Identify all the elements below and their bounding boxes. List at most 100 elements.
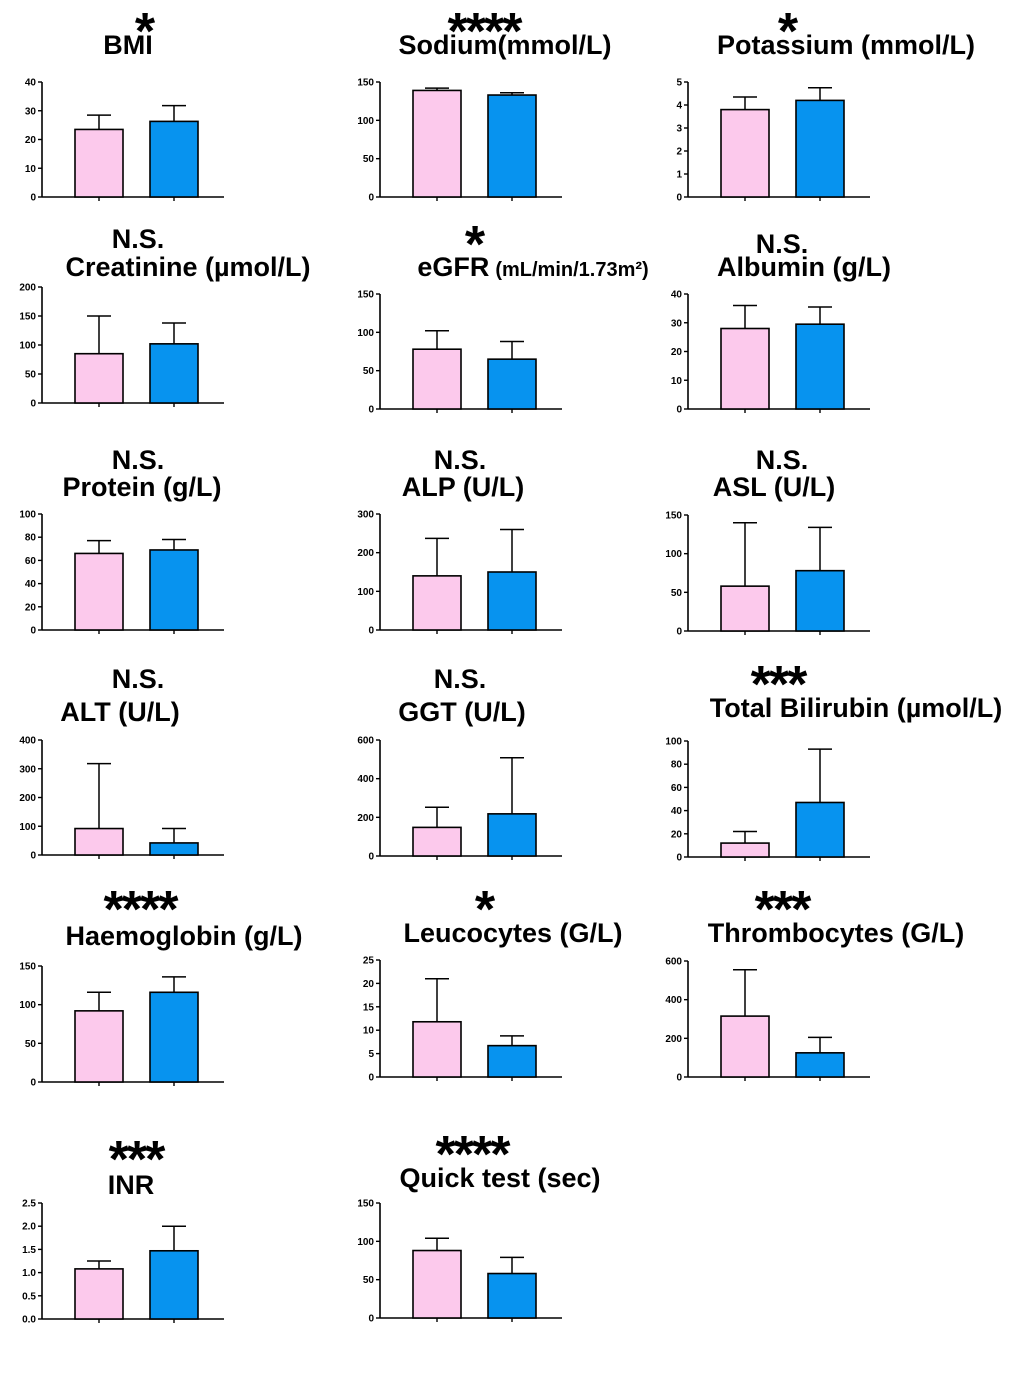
y-tick-label: 0 — [30, 1078, 36, 1089]
y-tick-label: 2.5 — [22, 1199, 36, 1210]
chart-panel: N.S. Creatinine (µmol/L) 0 50 100 150 200 — [0, 223, 340, 443]
significance-label: * — [134, 3, 155, 61]
y-tick-label: 200 — [357, 548, 374, 559]
y-tick-label: 300 — [19, 764, 36, 775]
chart-panel: N.S. GGT (U/L) 0 200 400 600 — [340, 663, 680, 883]
chart-title: Albumin (g/L) — [634, 252, 974, 282]
chart-title-unit: (mL/min/1.73m²) — [495, 259, 649, 281]
y-tick-label: 200 — [19, 283, 36, 294]
y-tick-label: 50 — [363, 154, 375, 165]
y-tick-label: 100 — [357, 116, 374, 127]
y-tick-label: 600 — [357, 736, 374, 747]
bar-chart-svg: 0 200 400 600 — [665, 957, 870, 1084]
bar-group-a — [412, 89, 462, 198]
significance-label: N.S. — [111, 224, 165, 254]
bar-chart-svg: 0.0 0.5 1.0 1.5 2.0 2.5 — [22, 1199, 224, 1326]
bar-chart-svg: 0 1 2 3 4 5 — [676, 78, 870, 204]
bar-group-b — [149, 842, 199, 856]
chart-title-text: Creatinine (µmol/L) — [65, 252, 311, 282]
bar-group-a — [720, 1015, 770, 1078]
y-tick-label: 0 — [676, 405, 682, 416]
y-tick-label: 100 — [357, 1237, 374, 1248]
chart-title-text: eGFR — [417, 252, 490, 282]
y-tick-label: 100 — [357, 587, 374, 598]
y-tick-label: 50 — [25, 1039, 37, 1050]
bar-chart-svg: 0 20 40 60 80 100 — [19, 510, 224, 637]
y-tick-label: 0 — [368, 852, 374, 863]
bar-chart-svg: 0 50 100 150 — [665, 511, 870, 638]
chart-title-text: Sodium(mmol/L) — [398, 30, 612, 60]
y-tick-label: 50 — [363, 366, 375, 377]
y-tick-label: 60 — [25, 556, 37, 567]
chart-title: Protein (g/L) — [0, 472, 312, 502]
chart-panel: * eGFR (mL/min/1.73m²) 0 50 100 150 — [340, 216, 680, 443]
y-tick-label: 20 — [25, 602, 37, 613]
y-tick-label: 5 — [676, 78, 682, 89]
significance-label: *** — [750, 656, 808, 714]
chart-title: Total Bilirubin (µmol/L) — [686, 693, 1026, 723]
y-tick-label: 150 — [357, 78, 374, 89]
chart-title-text: GGT (U/L) — [398, 697, 526, 727]
chart-title-text: Protein (g/L) — [62, 472, 222, 502]
y-tick-label: 400 — [357, 774, 374, 785]
significance-label: N.S. — [433, 664, 487, 694]
bar-chart-svg: 0 50 100 150 200 — [19, 283, 224, 410]
chart-title-text: Haemoglobin (g/L) — [65, 921, 303, 951]
y-tick-label: 1 — [676, 170, 682, 181]
y-tick-label: 1.5 — [22, 1245, 36, 1256]
y-tick-label: 0 — [30, 399, 36, 410]
y-tick-label: 20 — [25, 135, 37, 146]
bar-chart-svg: 0 5 10 15 20 25 — [363, 956, 562, 1084]
y-tick-label: 30 — [671, 318, 683, 329]
bar-group-b — [149, 343, 199, 404]
bar-group-a — [74, 352, 124, 404]
y-tick-label: 100 — [19, 341, 36, 352]
y-tick-label: 0.0 — [22, 1315, 36, 1326]
chart-title: ALP (U/L) — [293, 472, 633, 502]
y-tick-label: 10 — [671, 376, 683, 387]
chart-panel: * BMI 0 10 20 30 40 — [0, 3, 340, 230]
chart-panel: *** Thrombocytes (G/L) 0 200 400 600 — [665, 881, 1020, 1108]
chart-title-text: ALP (U/L) — [401, 472, 525, 502]
chart-panel: **** Haemoglobin (g/L) 0 50 100 150 — [0, 884, 340, 1108]
y-tick-label: 0 — [676, 627, 682, 638]
y-tick-label: 100 — [357, 328, 374, 339]
y-tick-label: 60 — [671, 783, 683, 794]
y-tick-label: 300 — [357, 510, 374, 521]
y-tick-label: 4 — [676, 101, 682, 112]
bar-group-a — [74, 1268, 124, 1320]
chart-title-text: Total Bilirubin (µmol/L) — [709, 693, 1003, 723]
y-tick-label: 150 — [19, 962, 36, 973]
bar-chart-svg: 0 50 100 150 — [357, 78, 562, 204]
y-tick-label: 0 — [30, 851, 36, 862]
y-tick-label: 20 — [671, 347, 683, 358]
chart-title-text: Thrombocytes (G/L) — [707, 918, 965, 948]
significance-label: N.S. — [433, 445, 487, 475]
significance-label: N.S. — [755, 445, 809, 475]
y-tick-label: 600 — [665, 957, 682, 968]
y-tick-label: 400 — [19, 736, 36, 747]
bar-group-b — [149, 549, 199, 631]
significance-label: *** — [754, 881, 812, 939]
y-tick-label: 0 — [368, 626, 374, 637]
bar-chart-svg: 0 200 400 600 — [357, 736, 562, 863]
significance-label: * — [777, 3, 798, 61]
chart-title-text: Leucocytes (G/L) — [403, 918, 623, 948]
y-tick-label: 40 — [671, 290, 683, 301]
y-tick-label: 0 — [368, 1314, 374, 1325]
y-tick-label: 0 — [368, 193, 374, 204]
y-tick-label: 100 — [665, 737, 682, 748]
y-tick-label: 400 — [665, 995, 682, 1006]
chart-title-text: ASL (U/L) — [712, 472, 836, 502]
y-tick-label: 50 — [671, 588, 683, 599]
significance-label: *** — [108, 1131, 166, 1189]
y-tick-label: 0 — [368, 1073, 374, 1084]
bar-group-b — [487, 358, 537, 410]
significance-label: * — [464, 216, 485, 274]
chart-panel: N.S. ASL (U/L) 0 50 100 150 — [665, 444, 1020, 664]
y-tick-label: 150 — [665, 511, 682, 522]
bar-group-b — [487, 1272, 537, 1319]
bar-group-b — [149, 1249, 199, 1320]
chart-panel: N.S. ALP (U/L) 0 100 200 300 — [340, 444, 680, 664]
chart-title: Quick test (sec) — [330, 1163, 670, 1193]
